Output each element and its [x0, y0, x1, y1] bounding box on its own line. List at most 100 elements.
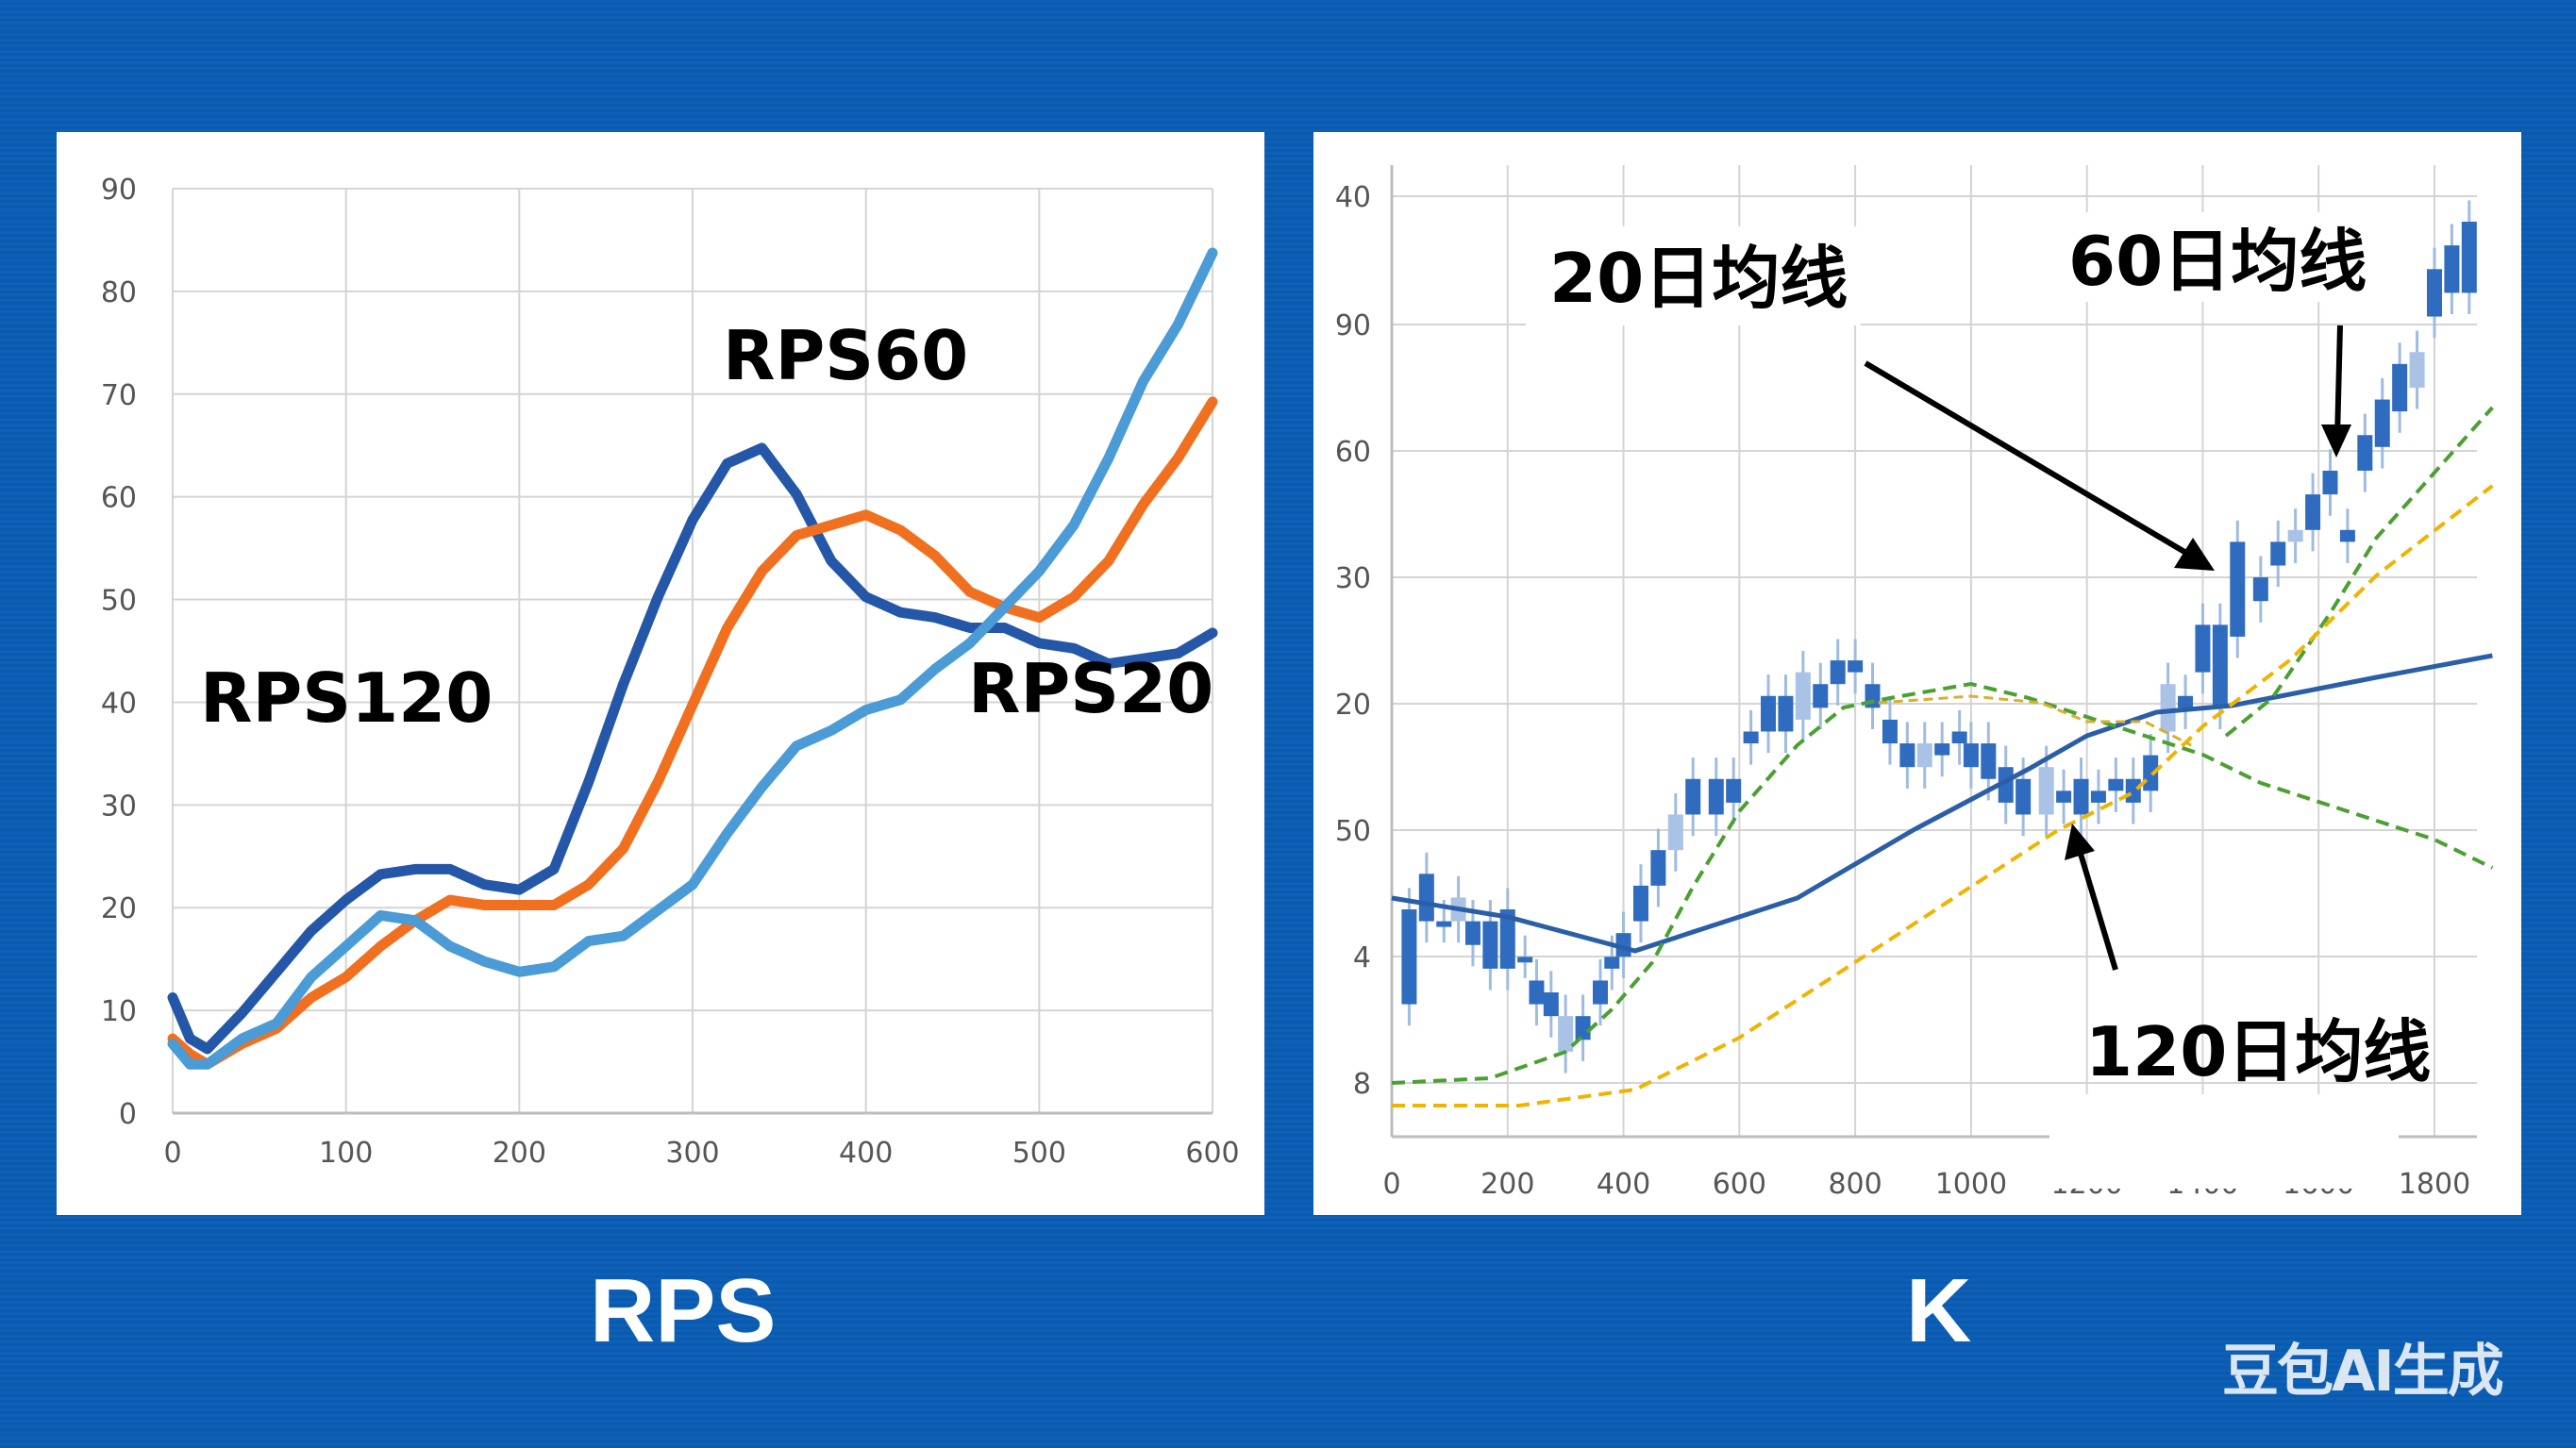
candlestick	[1934, 743, 1950, 756]
candlestick	[1998, 767, 2014, 803]
ma20-label-bg	[1526, 226, 1861, 325]
candlestick	[2160, 684, 2176, 732]
candlestick	[2178, 695, 2194, 708]
candlestick	[2409, 352, 2425, 388]
candlestick	[1499, 909, 1515, 969]
y-tick-label: 8	[1353, 1068, 1371, 1101]
y-tick-label: 50	[101, 585, 137, 618]
candlestick	[1436, 921, 1452, 927]
candlestick	[1482, 921, 1498, 969]
rps-caption: RPS	[590, 1260, 777, 1361]
candlestick	[2212, 624, 2228, 708]
candlestick	[2195, 624, 2211, 673]
candlestick	[1667, 814, 1683, 851]
k-caption: K	[1906, 1260, 1972, 1361]
y-tick-label: 90	[101, 174, 137, 207]
ma120-label: 120日均线	[2085, 1012, 2431, 1091]
x-tick-label: 1800	[2399, 1168, 2470, 1201]
x-tick-label: 0	[1382, 1168, 1400, 1201]
candlestick	[2038, 767, 2054, 815]
candlestick	[1778, 695, 1794, 732]
candlestick	[2427, 269, 2442, 317]
rps20-label: RPS20	[968, 649, 1213, 728]
series-line-rps60	[167, 396, 1218, 1070]
rps-chart: 0 10 20 30 40 50 60 70 80 90 0 100 200 300 400 500 600 R…	[101, 174, 1240, 1170]
x-tick-label: 200	[493, 1137, 546, 1170]
x-tick-label: 600	[1713, 1168, 1766, 1201]
candlestick	[2108, 778, 2124, 791]
candlestick	[2322, 470, 2338, 495]
candlestick	[2392, 363, 2408, 412]
k-grid	[1390, 165, 2477, 1139]
candlestick	[2305, 494, 2321, 530]
candlestick	[1464, 921, 1480, 945]
candlestick	[2016, 778, 2032, 815]
candlestick	[1761, 695, 1777, 732]
k-candlesticks	[1401, 200, 2477, 1074]
candlestick	[1650, 850, 1666, 886]
rps-grid	[172, 188, 1213, 1115]
x-tick-label: 400	[1597, 1168, 1650, 1201]
series-line-rps20	[167, 247, 1218, 1070]
candlestick	[2056, 791, 2072, 803]
y-tick-label: 40	[101, 687, 137, 720]
x-tick-label: 0	[163, 1137, 181, 1170]
candlestick	[1401, 909, 1417, 1005]
y-tick-label: 50	[1335, 815, 1371, 848]
candlestick	[1604, 957, 1620, 969]
k-chart: 4090603020504802004006008001000120014001…	[1335, 165, 2494, 1201]
ma-yellow-thin-line	[1878, 694, 2192, 747]
ma20-label: 20日均线	[1549, 239, 1848, 318]
candlestick	[1543, 992, 1559, 1017]
candlestick	[2230, 541, 2246, 637]
rps-axis-ticks: 0 10 20 30 40 50 60 70 80 90 0 100 200 300 400 500 600	[101, 174, 1240, 1170]
y-tick-label: 40	[1335, 181, 1371, 214]
candlestick	[2287, 529, 2303, 542]
candlestick	[1813, 684, 1829, 708]
x-tick-label: 600	[1185, 1137, 1239, 1170]
candlestick	[2252, 577, 2268, 602]
candlestick	[1529, 980, 1545, 1005]
rps-chart-panel: 0 10 20 30 40 50 60 70 80 90 0 100 200 300 400 500 600 R…	[57, 132, 1264, 1215]
candlestick	[2461, 222, 2477, 293]
y-tick-label: 0	[119, 1098, 137, 1131]
k-chart-panel: 4090603020504802004006008001000120014001…	[1313, 132, 2521, 1215]
y-tick-label: 30	[1335, 562, 1371, 595]
y-tick-label: 4	[1353, 941, 1371, 974]
candlestick	[1882, 719, 1898, 744]
ma-yellow-dashed-line	[1392, 484, 2494, 1107]
series-line-rps120	[167, 442, 1218, 1055]
candlestick	[2073, 778, 2089, 815]
ma60-label: 60日均线	[2068, 222, 2367, 301]
candlestick	[1916, 743, 1932, 768]
candlestick	[2374, 399, 2390, 447]
candlestick	[2444, 245, 2460, 293]
candlestick	[1685, 778, 1701, 815]
candlestick	[2125, 778, 2141, 803]
candlestick	[2339, 529, 2355, 542]
rps60-label: RPS60	[723, 316, 968, 395]
candlestick	[1418, 874, 1434, 922]
candlestick	[1708, 778, 1724, 815]
candlestick	[1899, 743, 1915, 768]
candlestick	[1743, 731, 1759, 744]
candlestick	[1726, 778, 1742, 803]
candlestick	[1830, 660, 1846, 685]
ma120-label-bg	[2049, 1094, 2399, 1189]
rps-series-lines	[167, 247, 1218, 1070]
candlestick	[2270, 541, 2286, 566]
candlestick	[1963, 743, 1979, 768]
candlestick	[1848, 660, 1864, 673]
watermark: 豆包AI生成	[2222, 1339, 2504, 1405]
candlestick	[1951, 731, 1967, 744]
candlestick	[1632, 885, 1648, 922]
k-moving-averages	[1391, 406, 2494, 1107]
candlestick	[1575, 1016, 1591, 1040]
x-tick-label: 100	[319, 1137, 373, 1170]
y-tick-label: 20	[1335, 689, 1371, 722]
y-tick-label: 60	[101, 482, 137, 515]
y-tick-label: 90	[1335, 309, 1371, 342]
x-tick-label: 800	[1828, 1168, 1882, 1201]
x-tick-label: 1000	[1935, 1168, 2007, 1201]
y-tick-label: 30	[101, 790, 137, 823]
